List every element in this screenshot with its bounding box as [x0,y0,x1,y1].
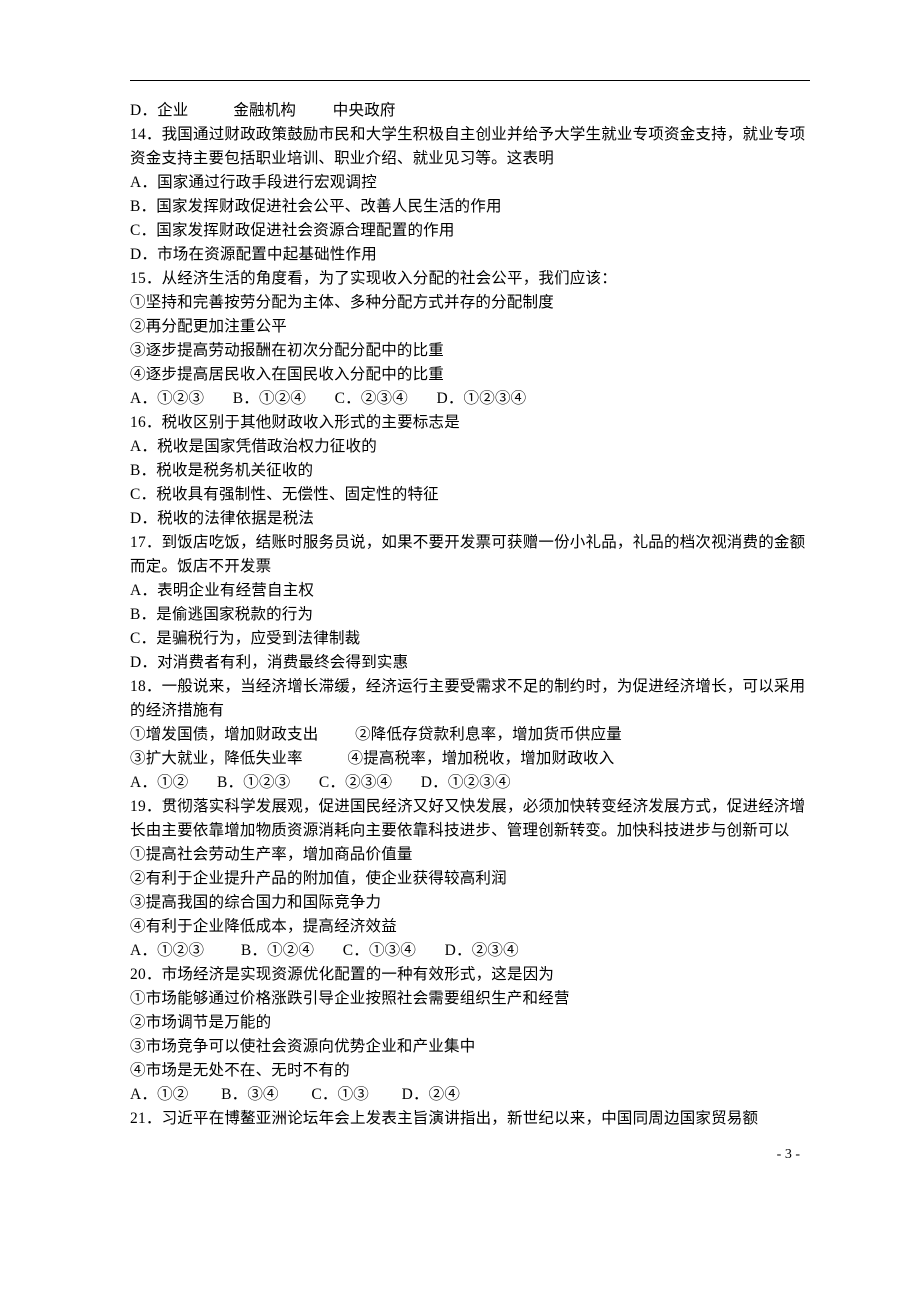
text-line: ③扩大就业，降低失业率 ④提高税率，增加税收，增加财政收入 [130,747,810,771]
text-line: 16．税收区别于其他财政收入形式的主要标志是 [130,411,810,435]
text-line: B．是偷逃国家税款的行为 [130,603,810,627]
text-line: A．①② B．③④ C．①③ D．②④ [130,1083,810,1107]
text-line: C．国家发挥财政促进社会资源合理配置的作用 [130,219,810,243]
text-line: 20．市场经济是实现资源优化配置的一种有效形式，这是因为 [130,963,810,987]
text-line: ②市场调节是万能的 [130,1011,810,1035]
text-line: B．国家发挥财政促进社会公平、改善人民生活的作用 [130,195,810,219]
text-line: ②再分配更加注重公平 [130,315,810,339]
text-line: A．表明企业有经营自主权 [130,579,810,603]
text-line: 15．从经济生活的角度看，为了实现收入分配的社会公平，我们应该： [130,267,810,291]
text-line: A．税收是国家凭借政治权力征收的 [130,435,810,459]
text-line: ④逐步提高居民收入在国民收入分配中的比重 [130,363,810,387]
text-line: ③市场竞争可以使社会资源向优势企业和产业集中 [130,1035,810,1059]
text-line: ①坚持和完善按劳分配为主体、多种分配方式并存的分配制度 [130,291,810,315]
text-line: 18．一般说来，当经济增长滞缓，经济运行主要受需求不足的制约时，为促进经济增长，… [130,675,810,723]
text-line: 21．习近平在博鳌亚洲论坛年会上发表主旨演讲指出，新世纪以来，中国同周边国家贸易… [130,1107,810,1131]
text-line: ②有利于企业提升产品的附加值，使企业获得较高利润 [130,867,810,891]
text-line: D．对消费者有利，消费最终会得到实惠 [130,651,810,675]
text-line: ③逐步提高劳动报酬在初次分配分配中的比重 [130,339,810,363]
text-line: ①增发国债，增加财政支出 ②降低存贷款利息率，增加货币供应量 [130,723,810,747]
text-line: A．①② B．①②③ C．②③④ D．①②③④ [130,771,810,795]
body-text: D．企业 金融机构 中央政府14．我国通过财政政策鼓励市民和大学生积极自主创业并… [130,99,810,1131]
text-line: D．企业 金融机构 中央政府 [130,99,810,123]
text-line: 14．我国通过财政政策鼓励市民和大学生积极自主创业并给予大学生就业专项资金支持，… [130,123,810,171]
text-line: B．税收是税务机关征收的 [130,459,810,483]
text-line: ①提高社会劳动生产率，增加商品价值量 [130,843,810,867]
text-line: A．①②③ B．①②④ C．②③④ D．①②③④ [130,387,810,411]
document-page: D．企业 金融机构 中央政府14．我国通过财政政策鼓励市民和大学生积极自主创业并… [0,0,920,1191]
text-line: ④市场是无处不在、无时不有的 [130,1059,810,1083]
text-line: 17．到饭店吃饭，结账时服务员说，如果不要开发票可获赠一份小礼品，礼品的档次视消… [130,531,810,579]
text-line: D．税收的法律依据是税法 [130,507,810,531]
text-line: C．税收具有强制性、无偿性、固定性的特征 [130,483,810,507]
text-line: A．①②③ B．①②④ C．①③④ D．②③④ [130,939,810,963]
text-line: 19．贯彻落实科学发展观，促进国民经济又好又快发展，必须加快转变经济发展方式，促… [130,795,810,843]
text-line: D．市场在资源配置中起基础性作用 [130,243,810,267]
page-number: - 3 - [777,1147,800,1163]
text-line: A．国家通过行政手段进行宏观调控 [130,171,810,195]
text-line: C．是骗税行为，应受到法律制裁 [130,627,810,651]
text-line: ①市场能够通过价格涨跌引导企业按照社会需要组织生产和经营 [130,987,810,1011]
text-line: ③提高我国的综合国力和国际竞争力 [130,891,810,915]
text-line: ④有利于企业降低成本，提高经济效益 [130,915,810,939]
top-rule [130,80,810,81]
